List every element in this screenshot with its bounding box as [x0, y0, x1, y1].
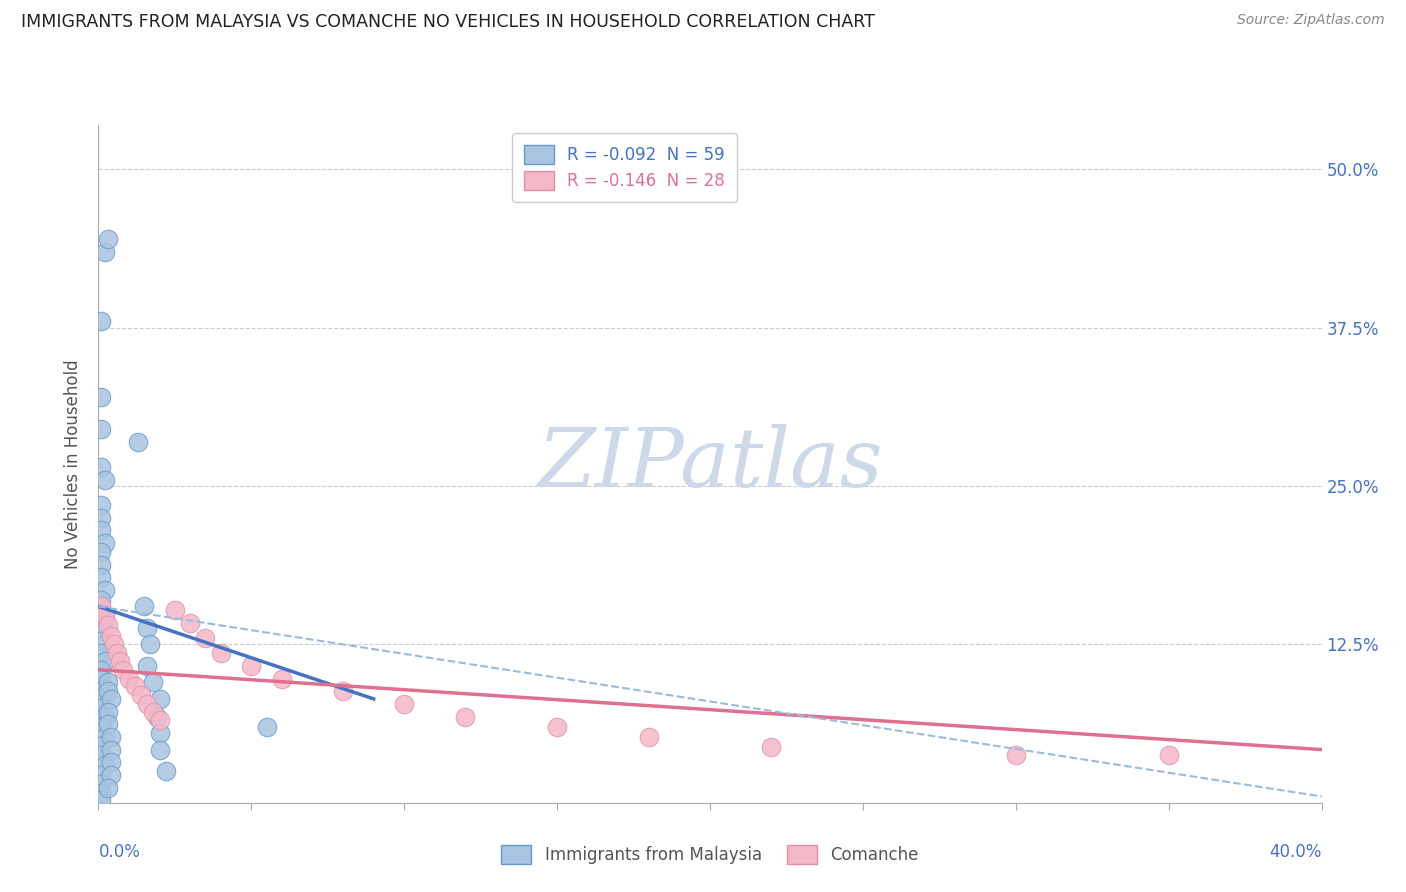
- Point: [240, 659, 263, 673]
- Point: [93, 612, 115, 626]
- Point: [136, 621, 159, 635]
- Point: [637, 730, 661, 744]
- Point: [90, 786, 112, 800]
- Point: [136, 697, 159, 711]
- Point: [145, 709, 167, 723]
- Point: [149, 742, 172, 756]
- Point: [90, 621, 112, 635]
- Point: [90, 700, 112, 714]
- Point: [93, 536, 115, 550]
- Point: [90, 646, 112, 660]
- Point: [90, 390, 112, 404]
- Point: [97, 684, 120, 698]
- Text: 0.0%: 0.0%: [98, 844, 141, 862]
- Point: [93, 654, 115, 668]
- Point: [129, 688, 152, 702]
- Point: [163, 603, 186, 617]
- Point: [93, 582, 115, 597]
- Point: [90, 633, 112, 648]
- Text: 40.0%: 40.0%: [1270, 844, 1322, 862]
- Point: [90, 747, 112, 762]
- Point: [100, 768, 122, 782]
- Point: [134, 599, 156, 614]
- Point: [90, 314, 112, 328]
- Point: [90, 768, 112, 782]
- Point: [90, 793, 112, 807]
- Point: [90, 570, 112, 584]
- Point: [100, 628, 122, 642]
- Point: [759, 739, 782, 754]
- Point: [111, 663, 134, 677]
- Point: [90, 672, 112, 686]
- Point: [118, 672, 141, 686]
- Point: [108, 654, 131, 668]
- Point: [194, 631, 217, 645]
- Point: [90, 606, 112, 620]
- Text: ZIPatlas: ZIPatlas: [537, 424, 883, 504]
- Point: [149, 692, 172, 706]
- Point: [136, 659, 159, 673]
- Point: [546, 720, 568, 734]
- Legend: Immigrants from Malaysia, Comanche: Immigrants from Malaysia, Comanche: [489, 833, 931, 876]
- Point: [332, 684, 354, 698]
- Point: [97, 232, 120, 246]
- Point: [209, 646, 232, 660]
- Text: Source: ZipAtlas.com: Source: ZipAtlas.com: [1237, 13, 1385, 28]
- Point: [93, 709, 115, 723]
- Point: [90, 593, 112, 607]
- Point: [93, 244, 115, 259]
- Point: [1157, 747, 1180, 762]
- Point: [90, 510, 112, 524]
- Point: [97, 780, 120, 795]
- Point: [103, 637, 125, 651]
- Point: [90, 692, 112, 706]
- Point: [124, 679, 146, 693]
- Point: [149, 726, 172, 740]
- Point: [97, 675, 120, 690]
- Point: [270, 672, 292, 686]
- Point: [1004, 747, 1026, 762]
- Point: [90, 599, 112, 614]
- Point: [179, 615, 201, 630]
- Point: [93, 730, 115, 744]
- Point: [454, 709, 477, 723]
- Point: [97, 717, 120, 731]
- Point: [90, 460, 112, 475]
- Point: [100, 692, 122, 706]
- Point: [155, 764, 177, 778]
- Point: [97, 618, 120, 632]
- Point: [142, 705, 165, 719]
- Y-axis label: No Vehicles in Household: No Vehicles in Household: [65, 359, 83, 569]
- Text: IMMIGRANTS FROM MALAYSIA VS COMANCHE NO VEHICLES IN HOUSEHOLD CORRELATION CHART: IMMIGRANTS FROM MALAYSIA VS COMANCHE NO …: [21, 13, 875, 31]
- Point: [93, 473, 115, 487]
- Point: [105, 646, 128, 660]
- Point: [149, 714, 172, 728]
- Point: [90, 524, 112, 538]
- Point: [90, 498, 112, 512]
- Point: [90, 545, 112, 559]
- Point: [93, 681, 115, 696]
- Point: [100, 730, 122, 744]
- Point: [142, 675, 165, 690]
- Point: [127, 434, 149, 449]
- Point: [90, 720, 112, 734]
- Point: [93, 757, 115, 772]
- Point: [100, 756, 122, 770]
- Point: [97, 705, 120, 719]
- Point: [90, 739, 112, 753]
- Point: [93, 608, 115, 623]
- Point: [90, 422, 112, 436]
- Point: [90, 663, 112, 677]
- Point: [90, 777, 112, 791]
- Point: [256, 720, 278, 734]
- Point: [392, 697, 416, 711]
- Point: [139, 637, 162, 651]
- Point: [90, 558, 112, 572]
- Point: [100, 742, 122, 756]
